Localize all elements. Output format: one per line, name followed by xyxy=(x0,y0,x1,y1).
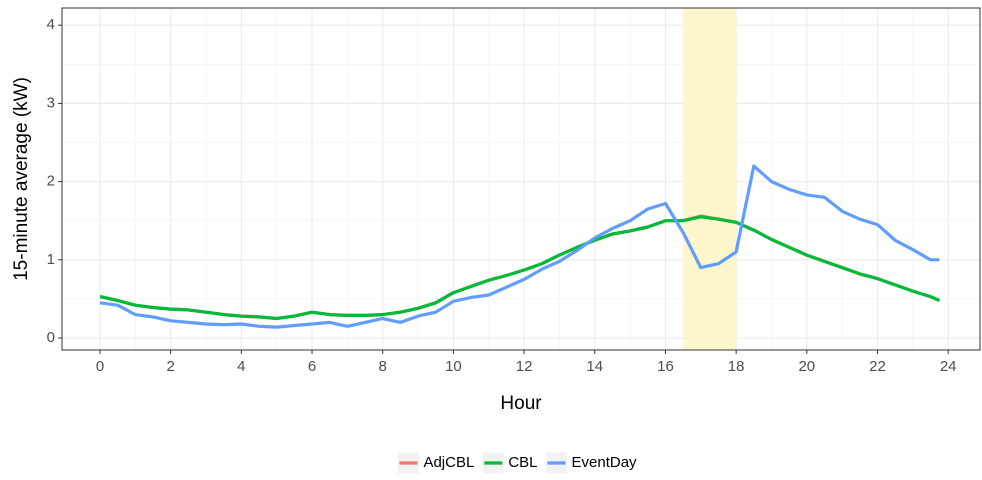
legend-label: CBL xyxy=(508,454,537,471)
x-tick-label: 14 xyxy=(586,358,603,375)
y-tick-label: 2 xyxy=(47,173,55,190)
legend: AdjCBL CBL EventDay xyxy=(396,451,638,475)
x-tick-label: 10 xyxy=(445,358,462,375)
plot-border xyxy=(61,7,981,351)
x-tick-label: 22 xyxy=(869,358,886,375)
legend-label: EventDay xyxy=(572,454,638,471)
x-tick-label: 0 xyxy=(96,358,104,375)
x-tick-label: 2 xyxy=(167,358,175,375)
event-window xyxy=(683,8,737,350)
y-tick-label: 1 xyxy=(47,251,55,268)
legend-label: AdjCBL xyxy=(423,454,474,471)
x-axis-title: Hour xyxy=(500,393,542,414)
y-tick-label: 3 xyxy=(47,94,55,111)
x-tick-label: 12 xyxy=(516,358,533,375)
x-tick-label: 16 xyxy=(657,358,674,375)
x-tick-label: 18 xyxy=(728,358,745,375)
x-tick-label: 8 xyxy=(379,358,387,375)
x-tick-label: 24 xyxy=(940,358,957,375)
x-tick-label: 6 xyxy=(308,358,316,375)
series-line xyxy=(99,215,941,321)
y-axis-title: 15-minute average (kW) xyxy=(11,77,32,281)
series-line xyxy=(99,164,940,329)
x-tick-label: 20 xyxy=(798,358,815,375)
y-tick-label: 0 xyxy=(47,329,55,346)
x-tick-label: 4 xyxy=(237,358,245,375)
y-tick-label: 4 xyxy=(47,16,55,33)
